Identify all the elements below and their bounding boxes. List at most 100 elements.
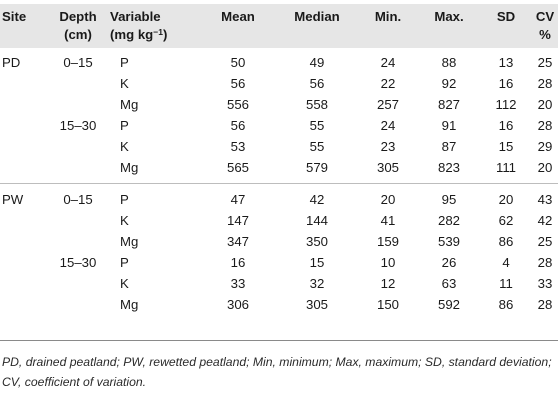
- header-variable-line1: Variable: [110, 9, 161, 24]
- table-row: K 147 144 41 282 62 42: [0, 210, 558, 231]
- table-header-row: Site Depth (cm) Variable (mg kg−1) Mean …: [0, 4, 558, 48]
- table-row: Mg 347 350 159 539 86 25: [0, 231, 558, 252]
- header-mean: Mean: [221, 9, 255, 24]
- cell-mean: 347: [226, 234, 249, 249]
- cell-mean: 33: [230, 276, 246, 291]
- cell-max: 592: [437, 297, 460, 312]
- cell-cv: 25: [537, 55, 553, 70]
- header-max: Max.: [434, 9, 464, 24]
- cell-min: 305: [376, 160, 399, 175]
- cell-mean: 56: [230, 118, 246, 133]
- cell-depth: [46, 210, 110, 231]
- cell-site: [0, 231, 46, 252]
- cell-variable: Mg: [120, 160, 139, 175]
- cell-min: 22: [380, 76, 396, 91]
- cell-mean: 47: [200, 183, 276, 210]
- cell-cv: 28: [537, 76, 553, 91]
- cell-site: [0, 94, 46, 115]
- cell-site: [0, 252, 46, 273]
- cell-max: 539: [437, 234, 460, 249]
- cell-site: [0, 273, 46, 294]
- cell-min: 10: [380, 255, 396, 270]
- cell-variable: Mg: [120, 97, 139, 112]
- cell-median: 42: [276, 183, 358, 210]
- table-body: PD 0–15 P 50 49 24 88 13 25 K 56 56 22 92 16 28 Mg 556 558…: [0, 48, 558, 315]
- cell-max: 827: [437, 97, 460, 112]
- table-bottom-rule: [0, 340, 558, 341]
- table-row: K 53 55 23 87 15 29: [0, 136, 558, 157]
- cell-cv: 28: [537, 118, 553, 133]
- cell-sd: 16: [498, 118, 514, 133]
- cell-mean: 16: [230, 255, 246, 270]
- cell-depth: 15–30: [59, 255, 97, 270]
- header-variable-unit: (mg kg: [110, 27, 154, 42]
- cell-max: 95: [418, 183, 480, 210]
- cell-sd: 112: [495, 97, 517, 112]
- cell-min: 150: [376, 297, 399, 312]
- cell-median: 56: [309, 76, 325, 91]
- header-cv-line2: %: [539, 27, 551, 42]
- cell-sd: 86: [498, 297, 514, 312]
- cell-mean: 556: [226, 97, 249, 112]
- cell-min: 257: [376, 97, 399, 112]
- cell-sd: 4: [502, 255, 510, 270]
- table-footnote: PD, drained peatland; PW, rewetted peatl…: [2, 355, 552, 389]
- header-cv-line1: CV: [535, 9, 555, 24]
- cell-min: 20: [358, 183, 418, 210]
- table-row: PW 0–15 P 47 42 20 95 20 43: [0, 183, 558, 210]
- header-median: Median: [294, 9, 340, 24]
- header-variable-close: ): [162, 27, 168, 42]
- table-row: 15–30 P 16 15 10 26 4 28: [0, 252, 558, 273]
- cell-min: 24: [380, 118, 396, 133]
- cell-variable: P: [120, 255, 129, 270]
- cell-mean: 53: [230, 139, 246, 154]
- cell-median: 32: [309, 276, 325, 291]
- cell-variable: Mg: [120, 234, 139, 249]
- cell-cv: 28: [537, 297, 553, 312]
- cell-cv: 43: [532, 183, 558, 210]
- cell-max: 26: [441, 255, 457, 270]
- cell-site: [0, 73, 46, 94]
- cell-min: 41: [380, 213, 396, 228]
- cell-variable: K: [120, 276, 129, 291]
- cell-max: 92: [441, 76, 457, 91]
- cell-variable: Mg: [120, 297, 139, 312]
- header-depth: Depth (cm): [46, 4, 110, 48]
- cell-site: [0, 210, 46, 231]
- cell-site: [0, 294, 46, 315]
- header-min: Min.: [374, 9, 402, 24]
- cell-variable: K: [120, 139, 129, 154]
- cell-median: 144: [305, 213, 328, 228]
- cell-median: 579: [305, 160, 328, 175]
- cell-median: 558: [305, 97, 328, 112]
- cell-cv: 28: [537, 255, 553, 270]
- cell-sd: 16: [498, 76, 514, 91]
- header-site: Site: [2, 9, 27, 24]
- header-variable: Variable (mg kg−1): [110, 4, 200, 48]
- table-row: 15–30 P 56 55 24 91 16 28: [0, 115, 558, 136]
- cell-median: 55: [309, 118, 325, 133]
- cell-site: PD: [2, 55, 21, 70]
- cell-max: 87: [441, 139, 457, 154]
- cell-variable: P: [120, 118, 129, 133]
- cell-median: 305: [305, 297, 328, 312]
- soil-nutrient-table: Site Depth (cm) Variable (mg kg−1) Mean …: [0, 4, 558, 315]
- cell-mean: 56: [230, 76, 246, 91]
- cell-max: 282: [437, 213, 460, 228]
- cell-sd: 86: [498, 234, 514, 249]
- cell-sd: 13: [498, 55, 514, 70]
- cell-depth: 0–15: [46, 183, 110, 210]
- cell-variable: K: [120, 213, 129, 228]
- cell-depth: [46, 157, 110, 184]
- cell-cv: 33: [537, 276, 553, 291]
- cell-cv: 42: [537, 213, 553, 228]
- header-depth-line2: (cm): [64, 27, 92, 42]
- cell-depth: [46, 273, 110, 294]
- cell-min: 12: [380, 276, 396, 291]
- cell-depth: [46, 94, 110, 115]
- table-row: K 33 32 12 63 11 33: [0, 273, 558, 294]
- cell-sd: 62: [498, 213, 514, 228]
- cell-site: [0, 115, 46, 136]
- cell-min: 24: [380, 55, 396, 70]
- cell-site: [0, 157, 46, 184]
